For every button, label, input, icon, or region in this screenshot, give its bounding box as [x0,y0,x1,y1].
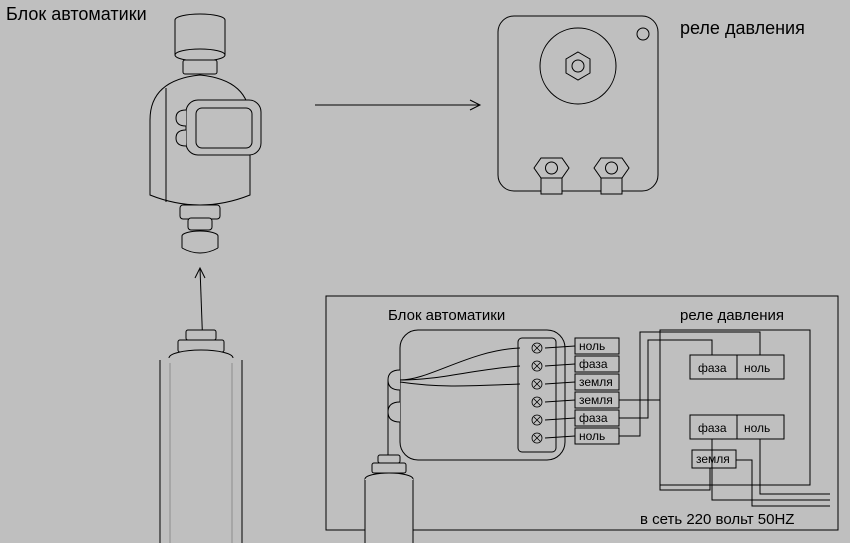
mains-label: в сеть 220 вольт 50HZ [640,511,794,528]
pump-left [160,330,242,543]
diagram-canvas: Блок автоматики реле давления ноль фаза [0,0,850,543]
automation-block-device [150,14,261,253]
arrow-block-to-relay [315,100,480,110]
relay-bot-neutral: ноль [744,421,770,435]
terminal-labels-group: ноль фаза земля земля фаза ноль [575,338,619,444]
term-1: фаза [579,357,608,371]
term-4: фаза [579,411,608,425]
relay-wiring-box [660,330,810,485]
term-5: ноль [579,429,605,443]
term-3: земля [579,393,613,407]
relay-bot-phase: фаза [698,421,727,435]
pressure-relay-inset-label: реле давления [680,307,784,324]
automation-block-terminal-box [388,330,565,460]
wires-relay-to-mains [712,439,830,506]
pressure-relay-top-label: реле давления [680,18,805,39]
term-0: ноль [579,339,605,353]
pressure-relay-device [498,16,658,194]
pump-inset [365,455,413,543]
automation-block-top-label: Блок автоматики [6,4,147,25]
term-2: земля [579,375,613,389]
automation-block-inset-label: Блок автоматики [388,307,505,324]
relay-top-phase: фаза [698,361,727,375]
relay-top-neutral: ноль [744,361,770,375]
relay-ground-label: земля [696,452,730,466]
